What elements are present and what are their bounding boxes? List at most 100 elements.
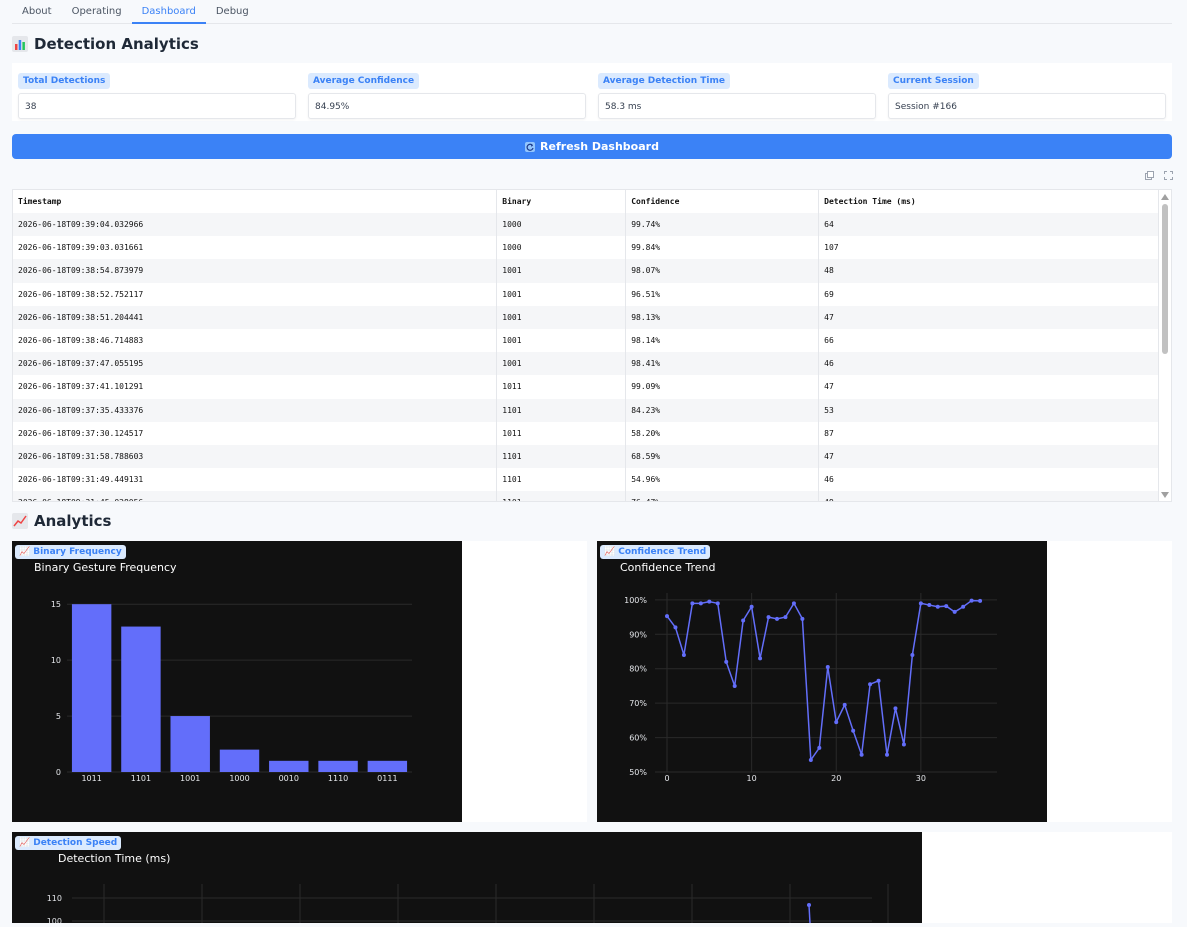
data-point[interactable] — [758, 656, 763, 661]
data-point[interactable] — [707, 599, 712, 604]
stat-label: Average Detection Time — [598, 73, 730, 89]
scroll-up-icon[interactable] — [1161, 194, 1169, 200]
column-header-detection-time[interactable]: Detection Time (ms) — [818, 190, 1159, 213]
data-point[interactable] — [783, 615, 788, 620]
data-point[interactable] — [665, 614, 669, 619]
table-row[interactable]: 2026-06-18T09:38:52.752117 1001 96.51% 69 — [13, 282, 1159, 306]
data-point[interactable] — [749, 604, 754, 609]
data-point[interactable] — [681, 652, 686, 657]
data-point[interactable] — [893, 706, 898, 711]
detection-time-series-line — [808, 904, 811, 924]
tab-operating[interactable]: Operating — [71, 6, 122, 17]
data-point[interactable] — [927, 603, 932, 608]
data-point[interactable] — [885, 752, 889, 757]
table-row[interactable]: 2026-06-18T09:38:51.204441 1001 98.13% 47 — [13, 305, 1159, 329]
x-tick-label: 1000 — [229, 774, 249, 783]
table-row[interactable]: 2026-06-18T09:37:30.124517 1011 58.20% 87 — [13, 421, 1159, 445]
table-cell: 98.13% — [625, 305, 820, 329]
data-point[interactable] — [952, 609, 957, 614]
data-point[interactable] — [715, 601, 720, 606]
data-point[interactable] — [817, 745, 822, 750]
bar[interactable] — [170, 716, 210, 772]
confidence-trend-panel: 0 10 20 30 50% 60% 70% 80% 90% 100% 📈 Confidence … — [597, 541, 1172, 822]
tab-dashboard[interactable]: Dashboard — [131, 0, 206, 24]
bar[interactable] — [269, 760, 309, 772]
x-tick-label: 20 — [831, 774, 841, 783]
data-point[interactable] — [901, 742, 906, 747]
data-point[interactable] — [842, 702, 847, 707]
bar[interactable] — [121, 626, 161, 772]
confidence-trend-title: Confidence Trend — [620, 561, 716, 574]
x-tick-label: 0 — [664, 774, 669, 783]
stat-current-session: Current Session Session #166 — [888, 68, 1166, 119]
table-cell: 1001 — [496, 328, 627, 353]
data-point[interactable] — [944, 604, 949, 609]
table-cell: 107 — [818, 236, 1159, 260]
tab-about[interactable]: About — [22, 6, 52, 17]
fullscreen-icon[interactable] — [1164, 171, 1173, 180]
refresh-dashboard-label: Refresh Dashboard — [540, 140, 659, 153]
refresh-dashboard-button[interactable]: Refresh Dashboard — [12, 134, 1172, 159]
table-row[interactable]: 2026-06-18T09:37:41.101291 1011 99.09% 47 — [13, 375, 1159, 399]
data-point[interactable] — [732, 683, 737, 688]
data-point[interactable] — [868, 682, 873, 687]
table-cell: 1001 — [496, 282, 627, 306]
refresh-icon — [525, 141, 536, 152]
binary-frequency-title: Binary Gesture Frequency — [34, 561, 177, 574]
tab-debug[interactable]: Debug — [215, 6, 249, 17]
y-tick-label: 90% — [629, 630, 647, 639]
column-header-confidence[interactable]: Confidence — [625, 190, 820, 213]
data-point[interactable] — [834, 720, 839, 725]
data-point[interactable] — [825, 665, 830, 670]
scrollbar-thumb[interactable] — [1162, 204, 1168, 354]
data-point[interactable] — [910, 652, 915, 657]
detection-speed-panel: 100 110 📈 Detection Speed Detection Time … — [12, 832, 1172, 926]
detection-speed-chart: 100 110 — [47, 884, 889, 926]
binary-frequency-badge-label: Binary Frequency — [33, 547, 122, 557]
table-cell: 98.41% — [625, 352, 820, 376]
data-point[interactable] — [876, 678, 881, 683]
table-row[interactable]: 2026-06-18T09:38:46.714883 1001 98.14% 66 — [13, 328, 1159, 353]
column-header-timestamp[interactable]: Timestamp — [13, 190, 498, 213]
stat-average-detection-time: Average Detection Time 58.3 ms — [598, 68, 876, 119]
data-point[interactable] — [859, 752, 864, 757]
bar[interactable] — [71, 604, 112, 772]
table-row[interactable]: 2026-06-18T09:39:03.031661 1000 99.84% 107 — [13, 236, 1159, 260]
copy-icon[interactable] — [1145, 171, 1154, 180]
table-row[interactable]: 2026-06-18T09:31:45.028056110176.47%49 — [13, 491, 1159, 501]
table-cell: 1011 — [496, 375, 627, 399]
data-point[interactable] — [673, 625, 678, 630]
table-cell: 84.23% — [625, 398, 820, 422]
data-point[interactable] — [807, 903, 811, 907]
bar[interactable] — [219, 749, 260, 772]
bar[interactable] — [318, 760, 358, 772]
data-point[interactable] — [775, 616, 779, 621]
data-point[interactable] — [741, 618, 746, 623]
table-cell: 53 — [818, 398, 1159, 422]
data-point[interactable] — [969, 598, 974, 603]
table-cell: 69 — [818, 282, 1159, 306]
column-header-binary[interactable]: Binary — [496, 190, 627, 213]
data-point[interactable] — [918, 601, 923, 606]
data-point[interactable] — [690, 601, 695, 606]
table-row[interactable]: 2026-06-18T09:31:58.788603 1101 68.59% 47 — [13, 444, 1159, 469]
data-point[interactable] — [698, 601, 703, 606]
data-point[interactable] — [800, 616, 805, 621]
data-point[interactable] — [851, 728, 856, 733]
table-row[interactable]: 2026-06-18T09:37:47.055195 1001 98.41% 46 — [13, 352, 1159, 376]
data-point[interactable] — [808, 757, 813, 762]
data-point[interactable] — [961, 604, 966, 609]
table-cell: 58.20% — [625, 421, 820, 445]
table-row[interactable]: 2026-06-18T09:38:54.873979 1001 98.07% 48 — [13, 259, 1159, 283]
bar[interactable] — [367, 760, 408, 772]
data-point[interactable] — [935, 604, 940, 609]
data-point[interactable] — [724, 659, 729, 664]
table-row[interactable]: 2026-06-18T09:37:35.433376 1101 84.23% 53 — [13, 398, 1159, 422]
scroll-down-icon[interactable] — [1161, 492, 1169, 498]
data-point[interactable] — [791, 601, 796, 606]
table-row[interactable]: 2026-06-18T09:31:49.449131 1101 54.96% 46 — [13, 468, 1159, 492]
table-row[interactable]: 2026-06-18T09:39:04.032966 1000 99.74% 64 — [13, 213, 1159, 237]
data-point[interactable] — [978, 598, 983, 603]
data-point[interactable] — [766, 615, 771, 620]
table-scrollbar[interactable] — [1161, 192, 1169, 500]
